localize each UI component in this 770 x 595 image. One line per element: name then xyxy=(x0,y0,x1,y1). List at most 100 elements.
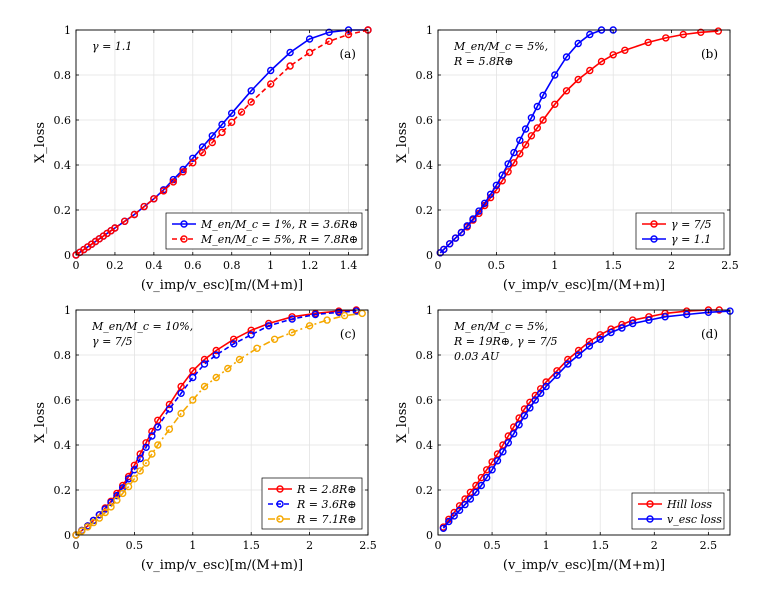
data-point xyxy=(352,307,360,315)
y-tick-label: 0.2 xyxy=(54,484,72,497)
legend-marker xyxy=(276,500,284,508)
data-point xyxy=(551,100,559,109)
data-point xyxy=(247,98,255,106)
data-point xyxy=(218,128,226,137)
legend-marker xyxy=(646,515,654,523)
y-tick-label: 1 xyxy=(426,304,433,317)
data-point xyxy=(492,181,501,190)
x-tick-label: 1.2 xyxy=(301,259,319,272)
data-point xyxy=(113,496,121,504)
y-tick-label: 0.6 xyxy=(416,394,434,407)
data-point xyxy=(463,222,471,230)
legend-label: γ = 1.1 xyxy=(671,233,711,246)
annotation-text: M_en/M_c = 5%, xyxy=(453,320,548,333)
legend-marker xyxy=(276,515,284,523)
data-point xyxy=(136,467,144,475)
x-tick-label: 1.5 xyxy=(591,539,609,552)
x-tick-label: 2 xyxy=(306,539,313,552)
x-tick-label: 0.6 xyxy=(184,259,202,272)
data-point xyxy=(683,310,691,319)
data-point xyxy=(488,466,496,474)
data-point xyxy=(553,371,561,379)
legend-marker xyxy=(646,500,654,508)
data-point xyxy=(118,489,127,498)
panel-c: 0 0.5 1 1.5 2 2.5 0 0.2 0.4 0.6 0.8 1 (v_imp/v_esc)[… xyxy=(33,304,377,573)
data-point xyxy=(140,202,148,211)
data-point xyxy=(111,224,119,232)
data-point xyxy=(679,30,687,39)
data-point xyxy=(311,310,320,319)
data-point xyxy=(446,240,454,248)
x-tick-label: 0 xyxy=(73,259,80,272)
annotation-text: R = 19R⊕, γ = 7/5 xyxy=(453,335,557,348)
data-point xyxy=(531,396,539,404)
data-point xyxy=(551,71,559,79)
series-2 xyxy=(436,26,617,257)
y-tick-label: 0 xyxy=(64,529,71,542)
data-point xyxy=(510,148,518,157)
annotation-text: M_en/M_c = 5%, xyxy=(453,40,548,53)
data-point xyxy=(586,66,594,75)
y-tick-label: 0.6 xyxy=(54,394,72,407)
data-point xyxy=(526,404,534,412)
data-point xyxy=(498,171,506,179)
series-line xyxy=(75,29,369,256)
panel-b: 0 0.5 1 1.5 2 2.5 0 0.2 0.4 0.6 0.8 1 (v_imp/v_esc)[… xyxy=(395,24,739,293)
legend-box xyxy=(635,212,725,250)
x-tick-label: 0.5 xyxy=(126,539,144,552)
data-point xyxy=(154,441,162,449)
data-point xyxy=(136,454,144,463)
data-point xyxy=(596,331,604,339)
x-tick-label: 2.5 xyxy=(700,539,718,552)
data-point xyxy=(227,109,236,118)
panel-label: (d) xyxy=(701,327,718,341)
y-tick-label: 0.6 xyxy=(54,114,72,127)
legend-label: R = 7.1R⊕ xyxy=(296,513,357,526)
data-point xyxy=(450,512,458,520)
series-2 xyxy=(439,307,734,532)
legend-label: v_esc loss xyxy=(667,513,722,526)
data-point xyxy=(165,405,174,413)
x-tick-label: 2.5 xyxy=(359,539,377,552)
data-point xyxy=(461,500,469,509)
data-point xyxy=(504,160,512,168)
series-line xyxy=(75,29,368,256)
y-tick-label: 0.8 xyxy=(416,69,434,82)
data-point xyxy=(335,308,343,316)
annotation-text: γ = 7/5 xyxy=(92,335,133,348)
data-point xyxy=(574,39,582,48)
y-tick-label: 0.8 xyxy=(54,69,72,82)
data-point xyxy=(267,80,275,88)
data-point xyxy=(224,364,232,373)
data-point xyxy=(305,35,314,43)
y-tick-label: 0.8 xyxy=(54,349,72,362)
data-point xyxy=(267,66,275,75)
panel-label: (a) xyxy=(339,47,356,61)
series-3 xyxy=(72,309,366,539)
y-tick-label: 0.2 xyxy=(54,204,72,217)
data-point xyxy=(253,344,261,352)
legend-label: R = 3.6R⊕ xyxy=(296,498,357,511)
x-tick-label: 0 xyxy=(435,259,442,272)
data-point xyxy=(179,168,187,176)
data-point xyxy=(247,326,255,334)
panel-a: 0 0.2 0.4 0.6 0.8 1 1.2 1.4 0 0.2 0.4 0.6 0.8 1 (v_imp… xyxy=(33,24,372,293)
data-point xyxy=(539,116,547,124)
data-point xyxy=(142,443,150,451)
data-point xyxy=(101,508,109,517)
legend-label: γ = 7/5 xyxy=(671,218,712,231)
y-tick-label: 1 xyxy=(426,24,433,37)
series-line xyxy=(439,29,614,254)
data-point xyxy=(455,506,464,514)
data-point xyxy=(270,335,279,343)
annotation-text: γ = 1.1 xyxy=(92,40,132,53)
series-2 xyxy=(72,26,372,259)
data-point xyxy=(237,108,246,116)
data-point xyxy=(288,328,296,337)
axes-frame xyxy=(437,309,731,536)
x-tick-label: 1 xyxy=(551,259,558,272)
y-tick-label: 0.4 xyxy=(54,439,72,452)
data-point xyxy=(564,360,572,368)
data-point xyxy=(286,48,294,57)
data-point xyxy=(562,87,571,95)
